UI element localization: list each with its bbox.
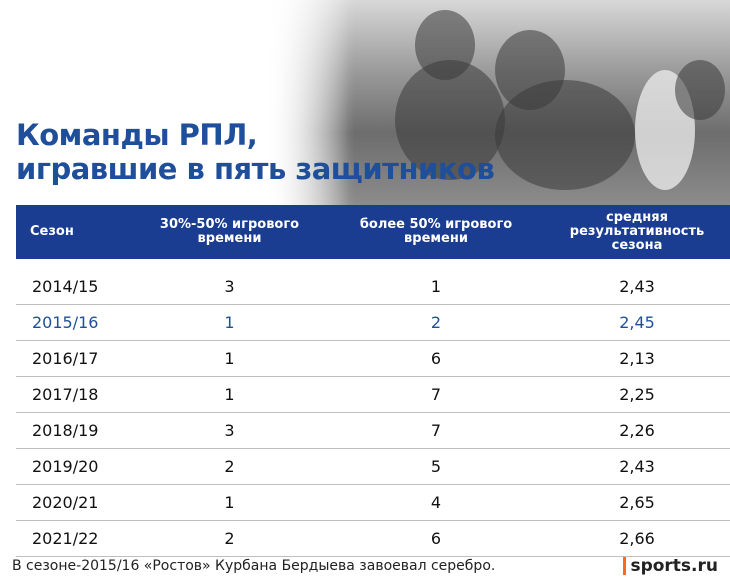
cell-season: 2014/15 — [32, 277, 99, 296]
cell-30-50: 2 — [224, 457, 235, 476]
footer: В сезоне-2015/16 «Ростов» Курбана Бердые… — [12, 554, 718, 578]
cell-avg-goals: 2,43 — [619, 277, 655, 296]
cell-season: 2020/21 — [32, 493, 99, 512]
header-avg-goals: средняя результативность сезона — [569, 210, 705, 253]
cell-over-50: 7 — [430, 385, 442, 404]
cell-avg-goals: 2,43 — [619, 457, 655, 476]
hero-photo — [265, 0, 730, 205]
table-row: 2017/18 1 7 2,25 — [16, 377, 730, 413]
table-row: 2015/16 1 2 2,45 — [16, 305, 730, 341]
cell-30-50: 3 — [224, 421, 235, 440]
table-header: Сезон 30%-50% игрового времени более 50%… — [16, 205, 730, 259]
cell-over-50: 5 — [430, 457, 442, 476]
cell-season: 2016/17 — [32, 349, 99, 368]
cell-over-50: 6 — [430, 529, 442, 548]
table-body: 2014/15 3 1 2,43 2015/16 1 2 2,45 2016/17 1 6 2,13 2… — [16, 259, 730, 557]
cell-season: 2015/16 — [32, 313, 99, 332]
cell-avg-goals: 2,45 — [619, 313, 655, 332]
footer-note: В сезоне-2015/16 «Ростов» Курбана Бердые… — [12, 558, 496, 574]
table-row: 2021/22 2 6 2,66 — [16, 521, 730, 557]
cell-season: 2018/19 — [32, 421, 99, 440]
cell-season: 2017/18 — [32, 385, 99, 404]
title-line-1: Команды РПЛ, — [16, 118, 258, 152]
table-row: 2014/15 3 1 2,43 — [16, 269, 730, 305]
brand-name: sports.ru — [630, 556, 718, 576]
brand-logo: sports.ru — [623, 556, 718, 576]
stats-table: Сезон 30%-50% игрового времени более 50%… — [16, 205, 730, 557]
cell-avg-goals: 2,26 — [619, 421, 655, 440]
cell-over-50: 4 — [430, 493, 442, 512]
cell-30-50: 1 — [224, 385, 235, 404]
cell-avg-goals: 2,13 — [619, 349, 655, 368]
table-row: 2018/19 3 7 2,26 — [16, 413, 730, 449]
title-line-2: игравшие в пять защитников — [16, 152, 495, 186]
page-title: Команды РПЛ, игравшие в пять защитников — [16, 118, 495, 186]
cell-30-50: 1 — [224, 313, 235, 332]
cell-30-50: 1 — [224, 493, 235, 512]
cell-30-50: 3 — [224, 277, 235, 296]
header-over-50: более 50% игрового времени — [359, 217, 513, 246]
cell-over-50: 7 — [430, 421, 442, 440]
table-row: 2020/21 1 4 2,65 — [16, 485, 730, 521]
table-row: 2019/20 2 5 2,43 — [16, 449, 730, 485]
cell-over-50: 1 — [430, 277, 442, 296]
brand-mark-icon — [623, 557, 627, 575]
cell-30-50: 1 — [224, 349, 235, 368]
cell-avg-goals: 2,65 — [619, 493, 655, 512]
cell-avg-goals: 2,66 — [619, 529, 655, 548]
table-row: 2016/17 1 6 2,13 — [16, 341, 730, 377]
cell-avg-goals: 2,25 — [619, 385, 655, 404]
cell-30-50: 2 — [224, 529, 235, 548]
cell-over-50: 2 — [430, 313, 442, 332]
cell-over-50: 6 — [430, 349, 442, 368]
cell-season: 2021/22 — [32, 529, 99, 548]
header-season: Сезон — [30, 224, 74, 239]
header-30-50: 30%-50% игрового времени — [159, 217, 300, 246]
cell-season: 2019/20 — [32, 457, 99, 476]
